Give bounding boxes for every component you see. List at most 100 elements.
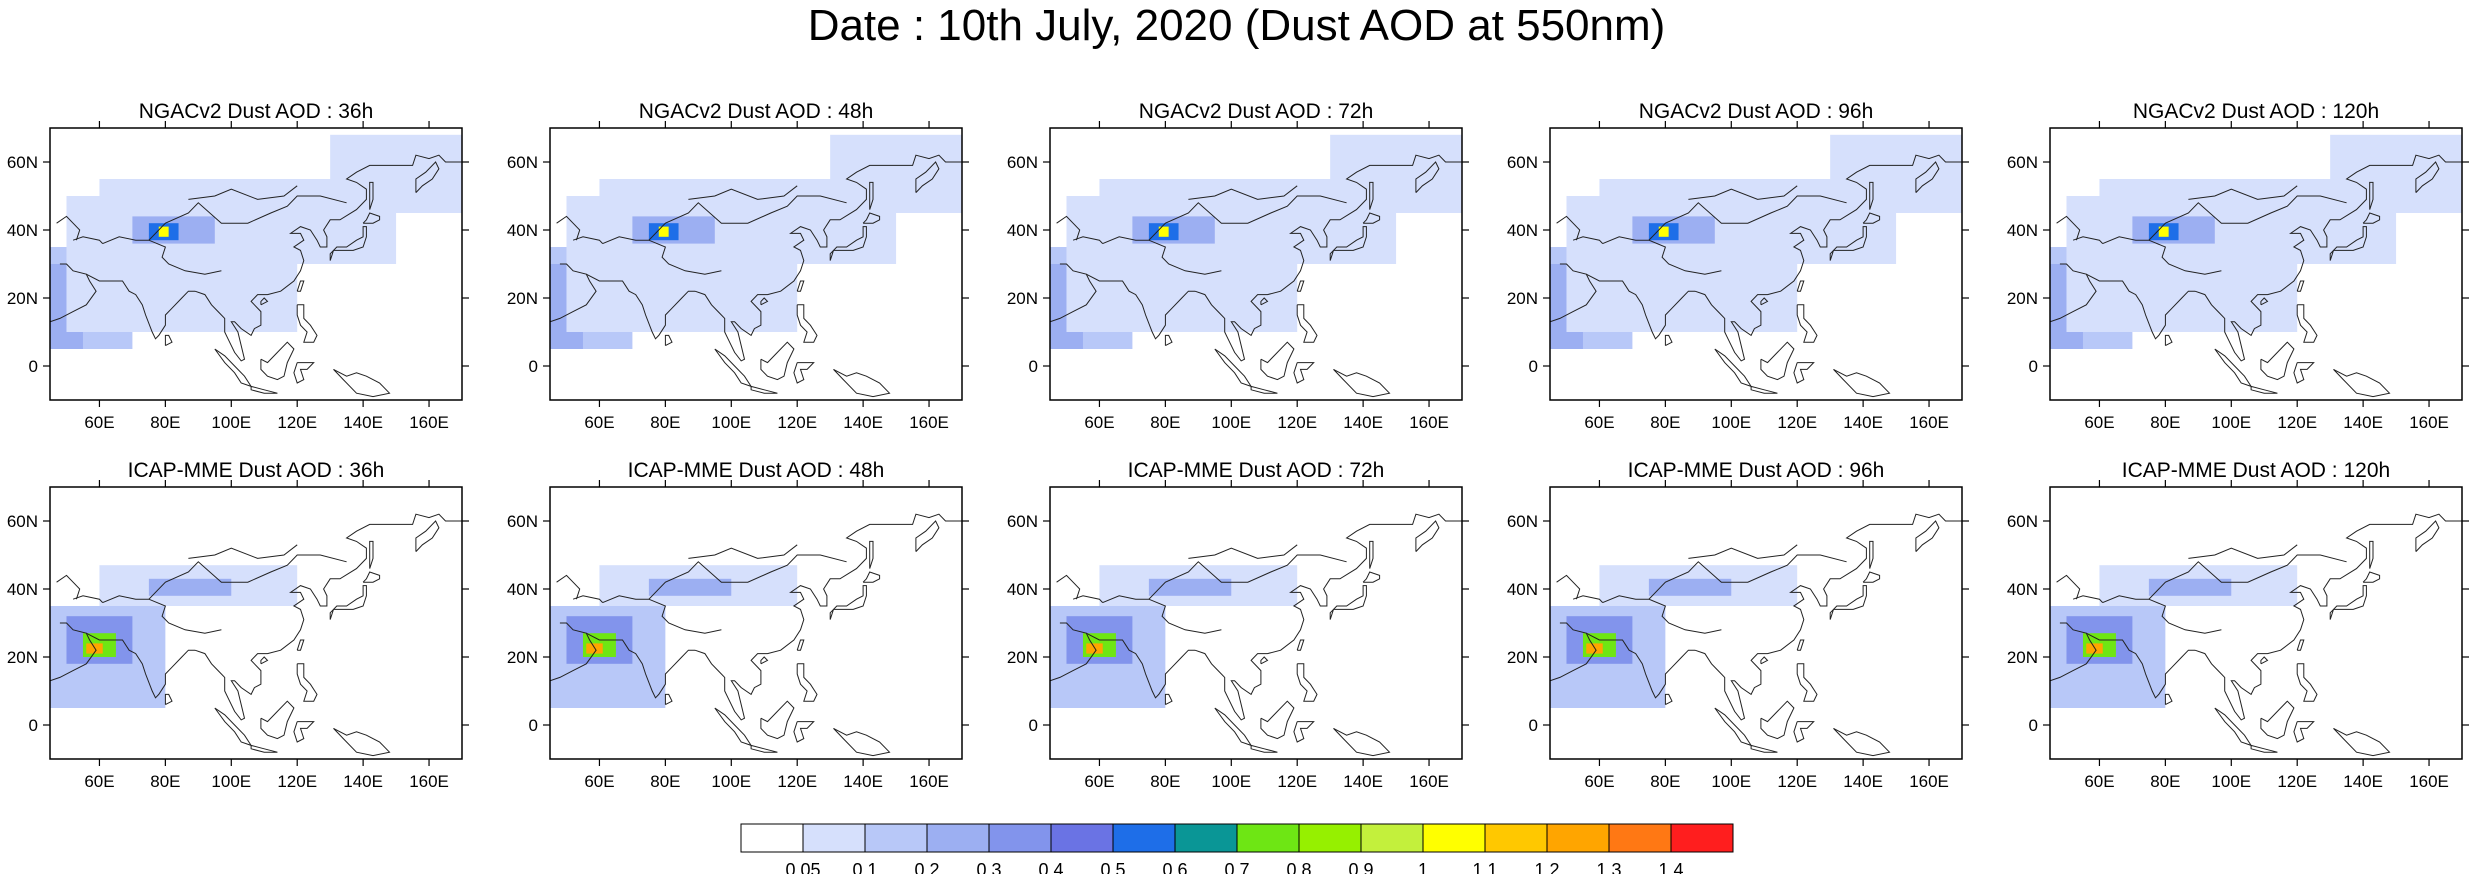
lon-tick-label: 160E [409,772,449,791]
coastline [1333,727,1391,757]
map-panel-ngac-48: NGACv2 Dust AOD : 48h 60E 80E 100E 120E 140E 1… [507,100,969,432]
dust-aod-area [2148,578,2232,596]
lon-tick-label: 60E [2084,772,2114,791]
coastline [2296,663,2318,702]
coastline [1086,632,1195,699]
coastline [102,236,222,275]
coastline [2102,595,2222,634]
lat-tick-label: 20N [507,648,538,667]
colorbar-label: 0.6 [1162,860,1187,874]
coastline [329,226,367,261]
coastline [1260,700,1295,740]
coastline [2333,368,2391,398]
coastline [1194,649,1268,721]
lon-tick-label: 120E [2277,772,2317,791]
lat-tick-label: 40N [507,221,538,240]
coastline [333,727,391,757]
coastline [664,334,673,347]
lat-tick-label: 40N [1507,221,1538,240]
coastline [1102,595,1222,634]
lat-tick-label: 0 [29,716,38,735]
coastline [86,632,195,699]
map-frame [2049,127,2463,401]
lon-tick-label: 60E [1084,772,1114,791]
coastline [415,161,440,193]
coastline [2293,362,2315,384]
lat-tick-label: 60N [1007,512,1038,531]
coastline [1164,334,1173,347]
coastline [2164,693,2173,706]
coastline [1760,656,1769,665]
lat-tick-label: 60N [1007,153,1038,172]
coastline [1296,304,1318,343]
lon-tick-label: 120E [1277,772,1317,791]
coastline [760,700,795,740]
coastline [1750,744,1778,753]
coastline [1664,693,1673,706]
coastline [188,185,298,200]
coastline [2260,341,2295,381]
lat-tick-label: 60N [2007,153,2038,172]
lon-tick-label: 140E [2343,772,2383,791]
map-panel-icap-48: ICAP-MME Dust AOD : 48h 60E 80E 100E 120E 140… [507,459,969,791]
colorbar-label: 0.7 [1224,860,1249,874]
coastline [1833,368,1891,398]
lat-tick-label: 0 [1029,357,1038,376]
coastline [1188,185,1298,200]
coastline [415,520,440,552]
lon-tick-label: 100E [711,772,751,791]
coastline [1760,700,1795,740]
coastline [1056,215,1081,241]
colorbar-swatch [740,823,804,853]
lon-tick-label: 80E [1650,772,1680,791]
coastline [1793,721,1815,743]
panel-title: NGACv2 Dust AOD : 72h [1139,100,1374,123]
coastline [796,663,818,702]
coastline [1556,215,1581,241]
lat-tick-label: 0 [529,357,538,376]
coastline [1694,290,1768,362]
coastline [1869,540,1874,569]
coastline [586,632,695,699]
map-plot-area [1550,128,1962,400]
coastline [86,273,195,340]
coastline [260,297,269,306]
colorbar-label: 1 [1418,860,1428,874]
coastline [1362,212,1381,224]
colorbar-label: 0.4 [1038,860,1063,874]
coastline [2260,700,2295,740]
colorbar-label: 1.1 [1472,860,1497,874]
coastline [556,215,581,241]
coastline [2296,304,2318,343]
lat-tick-label: 40N [7,221,38,240]
coastline [1267,154,1462,296]
coastline [1056,574,1081,600]
coastline [2267,513,2462,655]
coastline [2072,236,2104,244]
lon-tick-label: 140E [1843,772,1883,791]
coastline [1556,574,1581,600]
dust-aod-area [1830,134,1962,213]
lon-tick-label: 100E [1211,413,1251,432]
lon-tick-label: 140E [1343,772,1383,791]
colorbar-label: 1.4 [1658,860,1683,874]
coastline [1086,273,1195,340]
lat-tick-label: 20N [2007,648,2038,667]
coastline [2086,273,2195,340]
coastline [2164,334,2173,347]
coastline [1267,513,1462,655]
lat-tick-label: 40N [507,580,538,599]
coastline [869,181,874,210]
coastline [664,693,673,706]
colorbar-swatch [1670,823,1734,853]
lon-tick-label: 140E [1343,413,1383,432]
coastline [102,595,222,634]
coastline [194,649,268,721]
coastline [1260,656,1269,665]
coastline [333,368,391,398]
colorbar-swatch [864,823,928,853]
coastline [2260,297,2269,306]
coastline [1572,595,1604,603]
lat-tick-label: 60N [507,153,538,172]
coastline [329,585,367,620]
